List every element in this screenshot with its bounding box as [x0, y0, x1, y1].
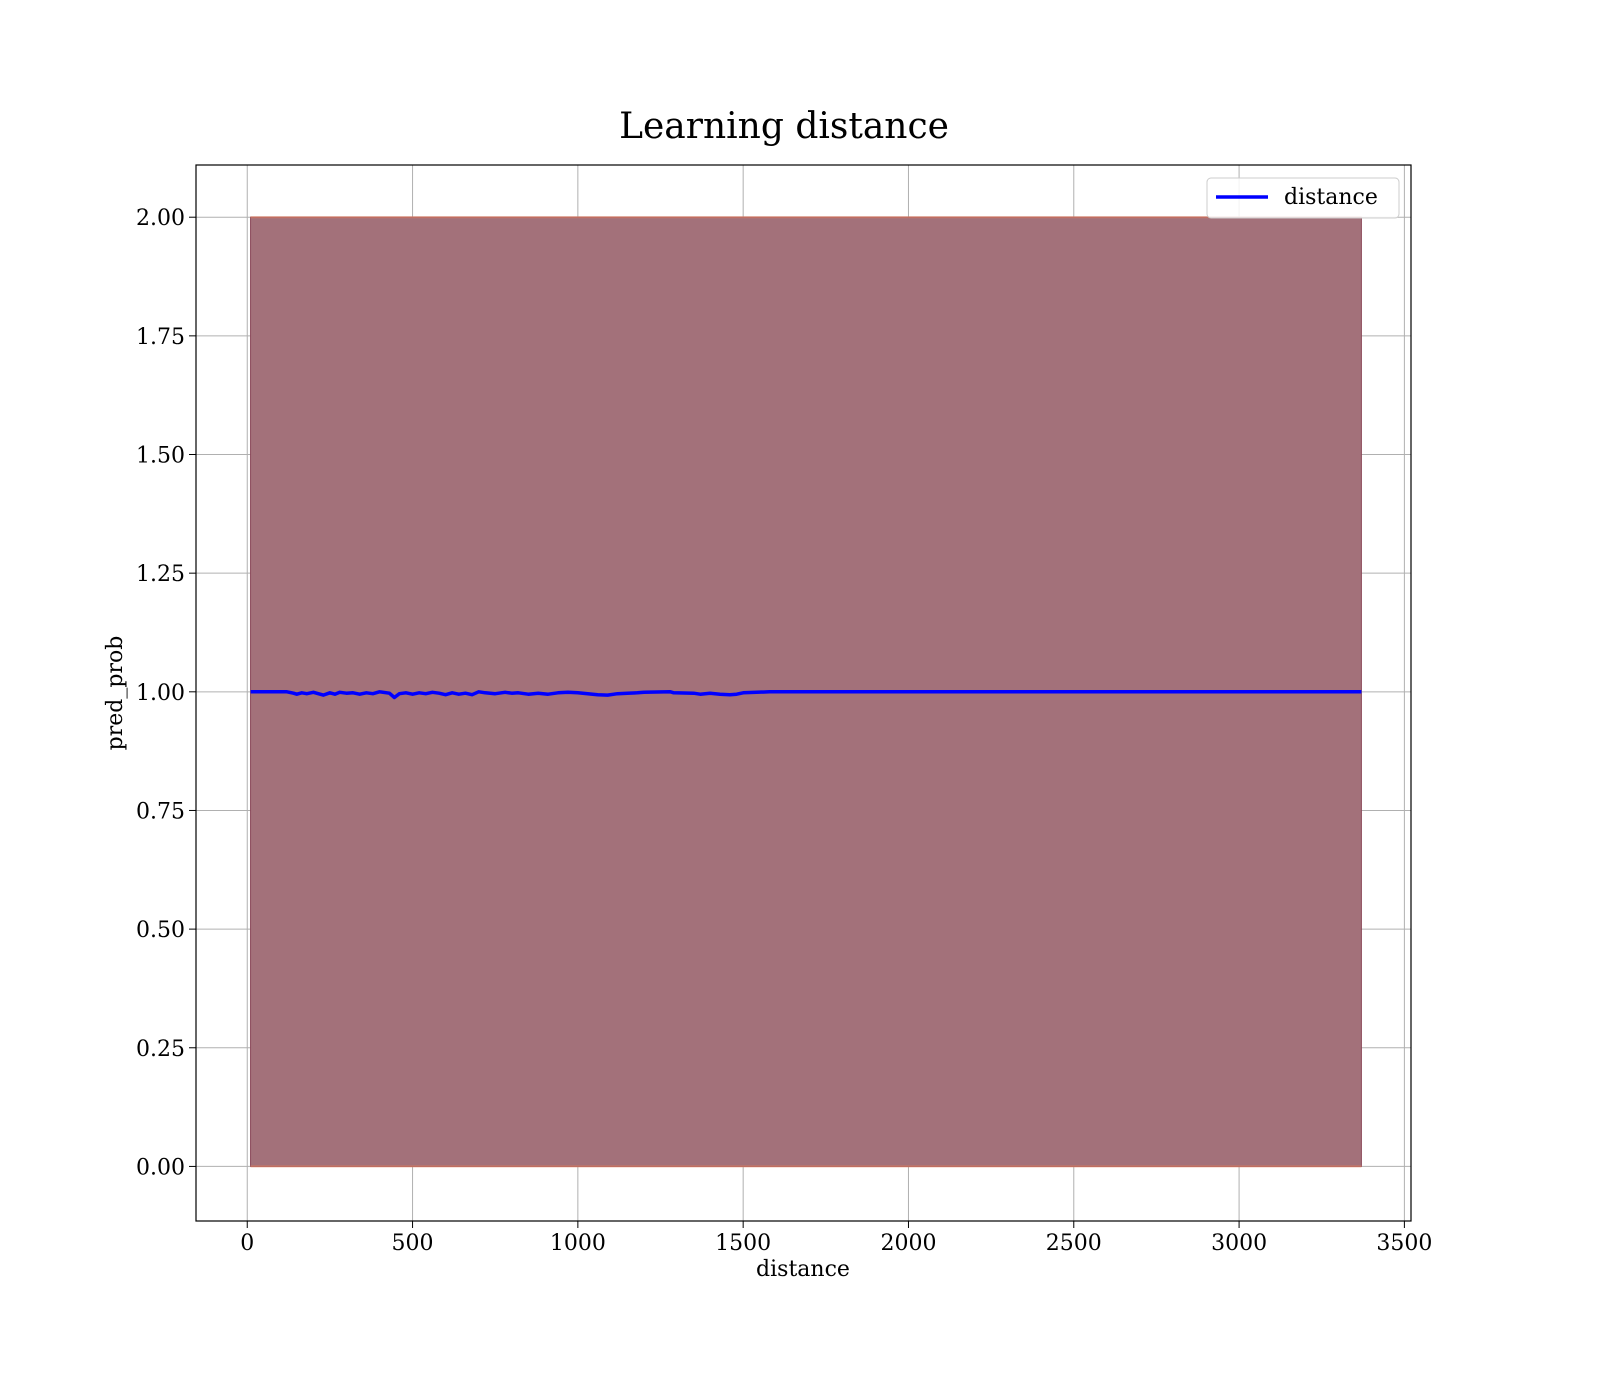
x-tick-label-5: 2500: [1046, 1231, 1102, 1256]
x-tick-label-2: 1000: [550, 1231, 606, 1256]
plot-frame: [195, 164, 1412, 1222]
x-tick-label-1: 500: [392, 1231, 434, 1256]
x-tick-label-6: 3000: [1211, 1231, 1267, 1256]
chart-title: Learning distance: [619, 106, 949, 147]
x-tick-label-0: 0: [240, 1231, 254, 1256]
x-axis-ticks: 0 500 1000 1500 2000 2500 3000 3500: [240, 1221, 1432, 1256]
y-axis-ticks: 0.00 0.25 0.50 0.75 1.00 1.25 1.50 1.75 2.00: [136, 206, 196, 1180]
x-tick-label-3: 1500: [715, 1231, 771, 1256]
y-tick-label-6: 1.50: [136, 444, 185, 469]
legend-box: [1206, 177, 1400, 219]
x-tick-label-4: 2000: [880, 1231, 936, 1256]
distance-line: [250, 690, 1362, 700]
y-tick-label-3: 0.75: [136, 799, 185, 824]
y-tick-label-8: 2.00: [136, 206, 185, 231]
legend: distance: [1206, 177, 1400, 219]
y-tick-label-4: 1.00: [136, 681, 185, 706]
y-tick-label-7: 1.75: [136, 325, 185, 350]
y-tick-label-2: 0.50: [136, 918, 185, 943]
x-axis-label: distance: [756, 1257, 850, 1282]
y-tick-label-1: 0.25: [136, 1037, 185, 1062]
y-tick-label-5: 1.25: [136, 562, 185, 587]
y-axis-label: pred_prob: [103, 636, 128, 751]
distance-series: [250, 690, 1362, 700]
x-tick-label-7: 3500: [1376, 1231, 1432, 1256]
legend-label: distance: [1284, 185, 1378, 210]
y-tick-label-0: 0.00: [136, 1155, 185, 1180]
